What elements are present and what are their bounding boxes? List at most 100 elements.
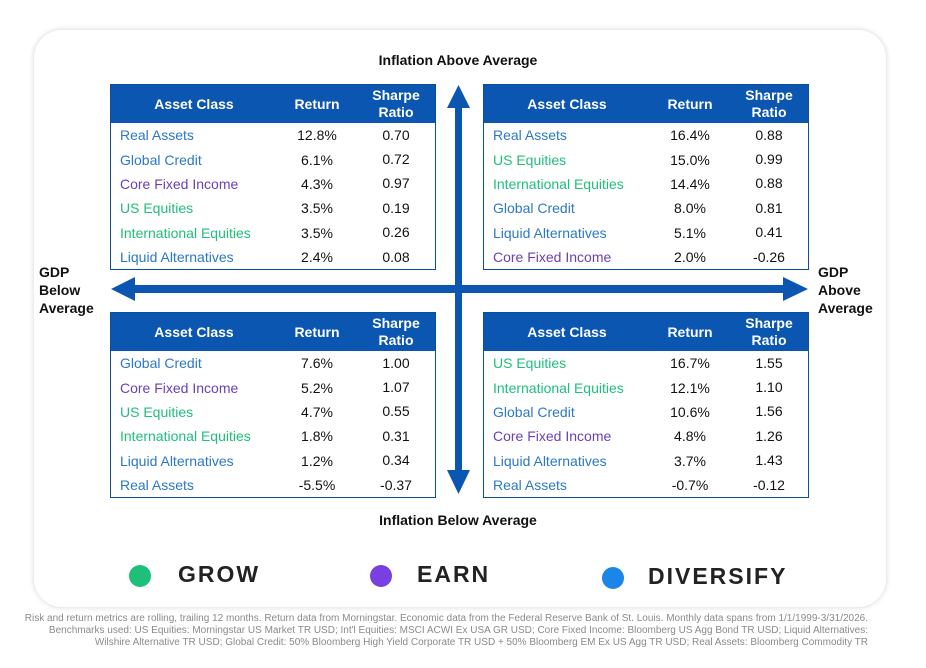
return-value: -5.5% — [298, 477, 336, 494]
table-row: Core Fixed Income 5.2% 1.07 — [111, 375, 435, 399]
sharpe-value: 0.41 — [755, 224, 783, 241]
sharpe-value: 0.72 — [382, 151, 410, 168]
legend-grow: GROW — [178, 561, 261, 587]
return-value: 12.8% — [297, 127, 337, 144]
sharpe-value: 1.07 — [382, 379, 410, 396]
asset-name: Core Fixed Income — [493, 428, 612, 445]
table-header: Asset Class Return Sharpe Ratio — [111, 313, 435, 351]
asset-name: Liquid Alternatives — [120, 452, 234, 469]
footnote-line-1: Risk and return metrics are rolling, tra… — [24, 613, 868, 624]
footnote-line-2: Benchmarks used: US Equities: Morningsta… — [48, 625, 868, 636]
return-value: 6.1% — [301, 151, 333, 168]
header-asset-class: Asset Class — [527, 324, 607, 340]
sharpe-value: 0.26 — [382, 224, 410, 241]
sharpe-value: -0.12 — [753, 476, 785, 493]
table-row: Global Credit 8.0% 0.81 — [484, 196, 808, 220]
return-value: 1.8% — [301, 428, 333, 445]
asset-name: US Equities — [493, 355, 567, 372]
sharpe-value: 0.08 — [382, 248, 410, 265]
table-row: Core Fixed Income 4.8% 1.26 — [484, 424, 808, 448]
asset-name: Liquid Alternatives — [493, 224, 607, 241]
return-value: 2.0% — [674, 249, 706, 266]
table-row: Real Assets -5.5% -0.37 — [111, 473, 435, 497]
return-value: 10.6% — [670, 403, 710, 420]
return-value: 3.7% — [674, 452, 706, 469]
grow-dot — [129, 565, 151, 587]
header-sharpe-line2: Ratio — [378, 332, 414, 348]
sharpe-value: 1.26 — [755, 427, 783, 444]
return-value: 3.5% — [301, 200, 333, 217]
table-header: Asset Class Return Sharpe Ratio — [484, 313, 808, 351]
table-row: Core Fixed Income 4.3% 0.97 — [111, 172, 435, 196]
header-sharpe-ratio: Sharpe Ratio — [730, 87, 808, 121]
asset-name: Global Credit — [120, 355, 202, 372]
legend-earn: EARN — [417, 561, 491, 587]
return-value: 4.7% — [301, 403, 333, 420]
table-header: Asset Class Return Sharpe Ratio — [111, 85, 435, 123]
asset-name: US Equities — [120, 200, 194, 217]
table-row: US Equities 15.0% 0.99 — [484, 147, 808, 171]
header-sharpe-line2: Ratio — [751, 104, 787, 120]
table-row: Liquid Alternatives 3.7% 1.43 — [484, 449, 808, 473]
return-value: 8.0% — [674, 200, 706, 217]
axis-left-line2: Below — [39, 282, 81, 298]
header-asset-class: Asset Class — [527, 96, 607, 112]
sharpe-value: 0.70 — [382, 126, 410, 143]
asset-name: Liquid Alternatives — [493, 452, 607, 469]
table-row: Real Assets 16.4% 0.88 — [484, 123, 808, 147]
return-value: 16.4% — [670, 127, 710, 144]
table-row: Liquid Alternatives 2.4% 0.08 — [111, 245, 435, 269]
return-value: 15.0% — [670, 151, 710, 168]
return-value: 12.1% — [670, 379, 710, 396]
asset-name: Real Assets — [120, 127, 194, 144]
header-return: Return — [294, 324, 340, 340]
header-sharpe-line1: Sharpe — [745, 87, 793, 103]
sharpe-value: 0.88 — [755, 126, 783, 143]
down-arrowhead — [447, 470, 470, 494]
horizontal-arrow-shaft — [128, 285, 790, 293]
footnote-line-3: Wilshire Alternative TR USD; Global Cred… — [94, 637, 868, 648]
table-row: Global Credit 7.6% 1.00 — [111, 351, 435, 375]
diversify-dot — [602, 567, 624, 589]
sharpe-value: 0.34 — [382, 452, 410, 469]
asset-name: Real Assets — [120, 477, 194, 494]
sharpe-value: 1.10 — [755, 379, 783, 396]
sharpe-value: 0.81 — [755, 199, 783, 216]
sharpe-value: 0.99 — [755, 151, 783, 168]
return-value: 5.1% — [674, 224, 706, 241]
sharpe-value: 0.88 — [755, 175, 783, 192]
axis-left-line1: GDP — [39, 264, 70, 280]
return-value: 3.5% — [301, 224, 333, 241]
table-top-right: Asset Class Return Sharpe Ratio Real Assets 1… — [483, 84, 809, 271]
sharpe-value: -0.26 — [753, 248, 785, 265]
sharpe-value: 0.19 — [382, 199, 410, 216]
sharpe-value: 0.31 — [382, 427, 410, 444]
asset-name: Core Fixed Income — [493, 249, 612, 266]
table-row: US Equities 3.5% 0.19 — [111, 196, 435, 220]
asset-name: Global Credit — [493, 200, 575, 217]
asset-name: International Equities — [493, 175, 624, 192]
table-row: Liquid Alternatives 1.2% 0.34 — [111, 449, 435, 473]
return-value: 14.4% — [670, 175, 710, 192]
right-arrowhead — [783, 277, 808, 301]
header-asset-class: Asset Class — [154, 96, 234, 112]
asset-name: US Equities — [493, 151, 567, 168]
asset-name: Core Fixed Income — [120, 379, 239, 396]
header-return: Return — [294, 96, 340, 112]
table-row: Liquid Alternatives 5.1% 0.41 — [484, 221, 808, 245]
asset-name: US Equities — [120, 403, 194, 420]
table-row: International Equities 14.4% 0.88 — [484, 172, 808, 196]
return-value: 16.7% — [670, 355, 710, 372]
table-row: Global Credit 10.6% 1.56 — [484, 400, 808, 424]
return-value: 5.2% — [301, 379, 333, 396]
table-row: Real Assets -0.7% -0.12 — [484, 473, 808, 497]
asset-name: International Equities — [120, 428, 251, 445]
sharpe-value: 0.97 — [382, 175, 410, 192]
asset-name: Global Credit — [120, 151, 202, 168]
asset-name: Real Assets — [493, 477, 567, 494]
axis-bottom-label: Inflation Below Average — [379, 512, 537, 528]
header-sharpe-line1: Sharpe — [372, 315, 420, 331]
axis-left-label: GDP Below Average — [39, 263, 109, 317]
table-row: International Equities 1.8% 0.31 — [111, 424, 435, 448]
